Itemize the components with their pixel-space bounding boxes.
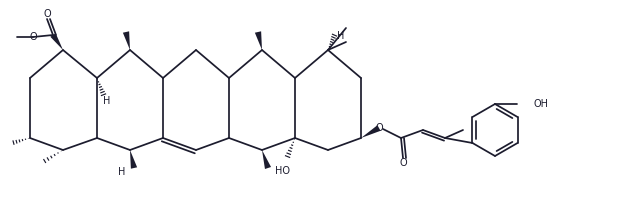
Polygon shape	[255, 31, 262, 50]
Text: O: O	[399, 158, 407, 168]
Text: H: H	[118, 167, 125, 177]
Polygon shape	[361, 125, 381, 138]
Text: O: O	[43, 9, 51, 19]
Text: H: H	[103, 96, 111, 106]
Polygon shape	[123, 31, 130, 50]
Text: H: H	[337, 31, 345, 41]
Text: OH: OH	[533, 99, 548, 109]
Text: O: O	[29, 32, 37, 42]
Polygon shape	[262, 150, 271, 169]
Polygon shape	[51, 33, 63, 50]
Polygon shape	[130, 150, 137, 169]
Text: O: O	[375, 123, 383, 133]
Text: HO: HO	[275, 166, 291, 176]
